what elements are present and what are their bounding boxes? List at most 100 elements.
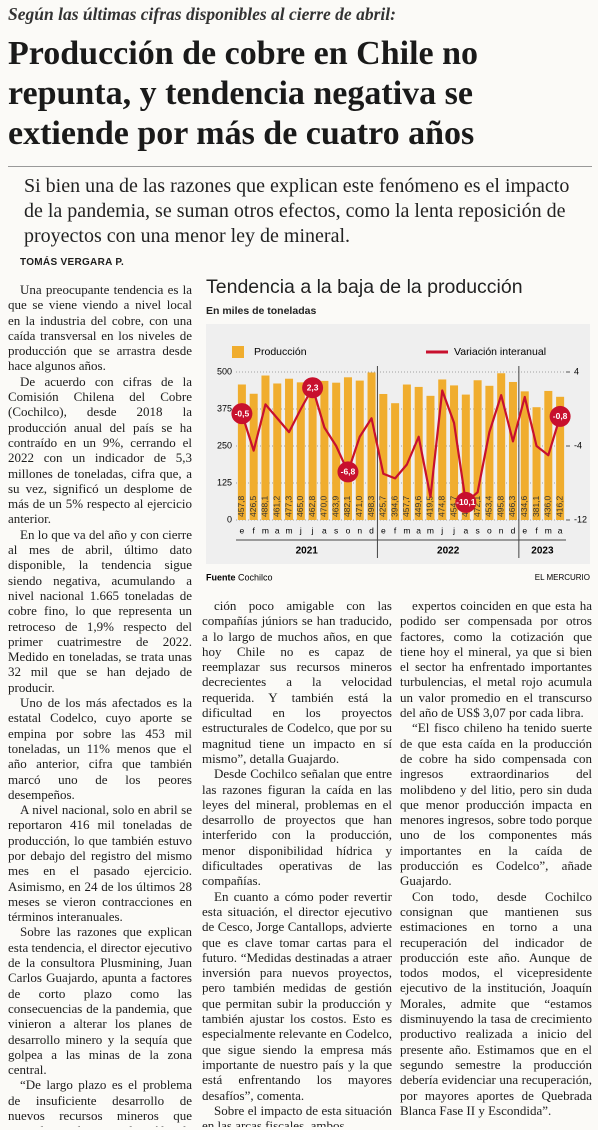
x-tick-label: a	[322, 525, 327, 535]
bar-value-label: 488,1	[260, 495, 270, 517]
bar	[532, 407, 541, 520]
bar-value-label: 457,7	[401, 495, 411, 517]
bar-value-label: 419,5	[425, 495, 435, 517]
chart: Tendencia a la baja de la producción En …	[206, 276, 590, 582]
headline: Producción de cobre en Chile no repunta,…	[8, 35, 479, 152]
bar-value-label: 461,2	[272, 495, 282, 517]
line	[240, 386, 562, 504]
bar	[473, 380, 482, 520]
point-badge	[549, 405, 571, 427]
x-tick-label: d	[369, 525, 374, 535]
x-tick-label: j	[299, 525, 302, 535]
x-tick-label: d	[511, 525, 516, 535]
bar	[497, 373, 506, 520]
bar	[249, 393, 258, 520]
point-label: -10,1	[456, 497, 476, 507]
x-tick-label: n	[499, 525, 504, 535]
bar-value-label: 426,5	[248, 495, 258, 517]
point-badge	[231, 403, 253, 425]
author: TOMÁS VERGARA P.	[20, 257, 125, 268]
legend-label: Producción	[254, 346, 307, 358]
y2-tick-label: -4	[574, 440, 582, 450]
paragraph: ción poco amigable con las compañías jún…	[202, 598, 392, 766]
point-label: -0,8	[553, 411, 568, 421]
chart-title: Tendencia a la baja de la producción	[206, 276, 523, 298]
year-label: 2022	[437, 546, 460, 557]
x-tick-label: m	[545, 525, 552, 535]
bar	[261, 375, 270, 520]
bar	[285, 378, 294, 520]
y-tick-label: 125	[217, 477, 232, 487]
bar-value-label: 416,2	[554, 495, 564, 517]
paragraph: Con todo, desde Cochilco consignan que m…	[400, 888, 592, 1118]
bar-value-label: 453,4	[484, 495, 494, 517]
bar-value-label: 498,3	[366, 495, 376, 517]
x-tick-label: a	[463, 525, 468, 535]
paragraph: Sobre el impacto de esta situación en la…	[202, 1102, 392, 1127]
bar-value-label: 394,6	[389, 495, 399, 517]
bar-value-label: 477,3	[283, 495, 293, 517]
x-tick-label: m	[427, 525, 434, 535]
x-tick-label: a	[275, 525, 280, 535]
bar	[237, 384, 246, 520]
bar	[556, 396, 565, 520]
bar-value-label: 470,0	[319, 495, 329, 517]
bar-value-label: 482,1	[342, 495, 352, 517]
bar-value-label: 436,0	[543, 495, 553, 517]
deck: Si bien una de las razones que explican …	[24, 175, 570, 247]
column: expertos coinciden en que esta ha podido…	[400, 598, 592, 1127]
bar-value-label: 472,1	[472, 495, 482, 517]
x-tick-label: f	[252, 525, 255, 535]
bar-value-label: 466,3	[507, 495, 517, 517]
y-tick-label: 250	[217, 440, 232, 450]
bar-value-label: 465,0	[295, 495, 305, 517]
x-tick-label: a	[558, 525, 563, 535]
bar	[461, 394, 470, 520]
bar	[508, 381, 517, 520]
bar-value-label: 381,1	[531, 495, 541, 517]
x-tick-label: o	[487, 525, 492, 535]
paragraph: En lo que va del año y con cierre al mes…	[8, 526, 192, 695]
bar	[296, 382, 305, 520]
legend-swatch	[232, 346, 244, 358]
point-badge	[337, 461, 359, 483]
point-label: 2,3	[307, 382, 319, 392]
point-badge	[302, 377, 324, 399]
paragraph: Sobre las razones que explican esta tend…	[8, 924, 192, 1078]
bar	[391, 403, 400, 520]
paragraph: “El fisco chileno ha tenido suerte de qu…	[400, 720, 592, 889]
x-tick-label: e	[522, 525, 527, 535]
bar-value-label: 457,8	[236, 495, 246, 517]
point-label: -6,8	[341, 467, 356, 477]
bar-value-label: 425,7	[378, 495, 388, 517]
bar	[308, 383, 317, 520]
x-tick-label: m	[403, 525, 410, 535]
paragraph: Una preocupante tendencia es la que se v…	[8, 282, 192, 374]
x-tick-label: o	[346, 525, 351, 535]
bar	[402, 384, 411, 520]
paragraph: Uno de los más afectados es la estatal C…	[8, 695, 192, 802]
x-tick-label: n	[357, 525, 362, 535]
y-tick-label: 375	[217, 403, 232, 413]
bar	[367, 372, 376, 520]
x-tick-label: f	[535, 525, 538, 535]
bar-value-label: 449,6	[413, 495, 423, 517]
x-tick-label: m	[285, 525, 292, 535]
bar	[520, 391, 529, 520]
paragraph: Desde Cochilco señalan que entre las raz…	[202, 766, 392, 889]
bar	[320, 380, 329, 520]
bar-value-label: 495,8	[495, 495, 505, 517]
kicker: Según las últimas cifras disponibles al …	[8, 4, 396, 24]
bar	[355, 380, 364, 520]
bar-value-label: 471,0	[354, 495, 364, 517]
bar	[414, 386, 423, 520]
bar-value-label: 434,6	[519, 495, 529, 517]
x-tick-label: a	[416, 525, 421, 535]
x-tick-label: s	[475, 525, 479, 535]
x-tick-label: j	[452, 525, 455, 535]
x-tick-label: e	[381, 525, 386, 535]
year-label: 2021	[296, 546, 319, 557]
x-tick-label: j	[440, 525, 443, 535]
bar	[450, 385, 459, 520]
